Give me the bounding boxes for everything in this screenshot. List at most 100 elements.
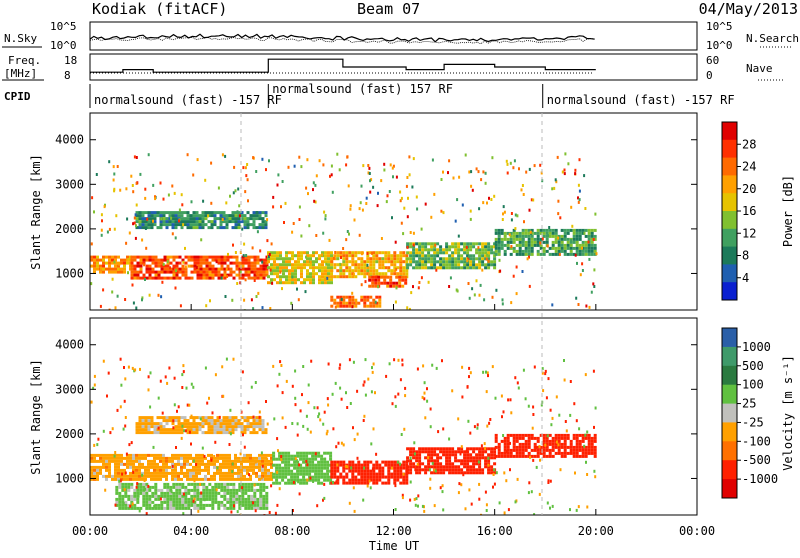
range-cell bbox=[264, 226, 268, 230]
colorbar-tick-label: -1000 bbox=[742, 472, 778, 486]
range-cell bbox=[252, 462, 255, 466]
range-cell bbox=[518, 246, 522, 250]
range-cell bbox=[460, 254, 464, 258]
range-cell bbox=[466, 462, 470, 466]
range-cell bbox=[569, 243, 573, 247]
range-cell bbox=[339, 269, 343, 273]
range-cell bbox=[219, 226, 223, 230]
range-cell bbox=[235, 500, 239, 504]
nsky-label: N.Sky bbox=[4, 32, 37, 45]
range-cell bbox=[294, 263, 297, 267]
range-cell bbox=[177, 422, 181, 426]
range-cell bbox=[371, 370, 374, 374]
range-cell bbox=[472, 468, 476, 472]
range-cell bbox=[318, 263, 321, 267]
range-cell bbox=[389, 275, 393, 279]
range-cell bbox=[454, 248, 458, 252]
range-cell bbox=[187, 506, 191, 510]
range-cell bbox=[196, 261, 200, 265]
range-cell bbox=[157, 276, 161, 280]
range-cell bbox=[141, 477, 144, 481]
range-cell bbox=[259, 276, 263, 280]
range-cell bbox=[239, 281, 242, 285]
range-cell bbox=[288, 275, 291, 279]
range-cell bbox=[486, 201, 488, 205]
range-cell bbox=[196, 276, 200, 280]
range-cell bbox=[577, 196, 579, 200]
range-cell bbox=[454, 468, 458, 472]
range-cell bbox=[311, 460, 315, 464]
range-cell bbox=[478, 453, 482, 457]
range-cell bbox=[100, 233, 103, 237]
range-cell bbox=[192, 456, 195, 460]
range-cell bbox=[192, 471, 195, 475]
range-cell bbox=[133, 155, 136, 159]
range-cell bbox=[553, 186, 556, 190]
range-cell bbox=[324, 266, 327, 270]
range-cell bbox=[132, 462, 135, 466]
range-cell bbox=[207, 416, 211, 420]
range-cell bbox=[387, 269, 391, 273]
range-cell bbox=[228, 416, 232, 420]
range-cell bbox=[551, 445, 555, 449]
range-cell bbox=[99, 471, 102, 475]
range-cell bbox=[256, 276, 260, 280]
range-cell bbox=[247, 500, 251, 504]
range-cell bbox=[409, 260, 413, 264]
range-cell bbox=[264, 456, 267, 460]
range-cell bbox=[243, 226, 247, 230]
range-cell bbox=[494, 249, 498, 253]
range-cell bbox=[539, 458, 541, 462]
range-cell bbox=[291, 251, 294, 255]
range-cell bbox=[372, 185, 375, 189]
range-cell bbox=[549, 479, 552, 483]
range-cell bbox=[136, 497, 140, 501]
range-cell bbox=[232, 482, 236, 486]
range-cell bbox=[478, 257, 482, 261]
range-cell bbox=[222, 459, 225, 463]
range-cell bbox=[237, 465, 240, 469]
range-cell bbox=[363, 414, 366, 418]
range-cell bbox=[102, 270, 105, 274]
range-cell bbox=[463, 456, 467, 460]
range-cell bbox=[424, 471, 428, 475]
range-cell bbox=[132, 456, 135, 460]
range-cell bbox=[253, 497, 257, 501]
range-cell bbox=[476, 426, 479, 430]
range-cell bbox=[253, 276, 257, 280]
range-cell bbox=[175, 255, 179, 259]
xtick-label: 16:00 bbox=[477, 524, 513, 538]
range-cell bbox=[99, 304, 102, 308]
range-cell bbox=[147, 375, 150, 379]
range-cell bbox=[186, 214, 190, 218]
range-cell bbox=[231, 217, 235, 221]
range-cell bbox=[351, 269, 355, 273]
range-cell bbox=[336, 304, 340, 308]
range-cell bbox=[130, 494, 134, 498]
range-cell bbox=[587, 433, 591, 437]
range-cell bbox=[181, 203, 184, 207]
range-cell bbox=[204, 214, 208, 218]
nsearch-label: N.Search bbox=[746, 32, 799, 45]
range-cell bbox=[284, 425, 287, 429]
range-cell bbox=[150, 211, 154, 215]
range-cell bbox=[287, 478, 291, 482]
range-cell bbox=[223, 491, 227, 495]
range-cell bbox=[105, 462, 108, 466]
range-cell bbox=[509, 433, 513, 437]
range-cell bbox=[99, 465, 102, 469]
range-cell bbox=[261, 422, 265, 426]
range-cell bbox=[216, 422, 220, 426]
range-cell bbox=[217, 258, 221, 262]
range-cell bbox=[365, 202, 368, 205]
range-cell bbox=[243, 445, 246, 449]
range-cell bbox=[253, 494, 257, 498]
range-cell bbox=[463, 450, 467, 454]
range-cell bbox=[213, 462, 216, 466]
range-cell bbox=[587, 445, 591, 449]
range-cell bbox=[415, 497, 418, 501]
range-cell bbox=[427, 280, 430, 284]
range-cell bbox=[381, 251, 385, 255]
range-cell bbox=[142, 273, 146, 277]
range-cell bbox=[174, 428, 178, 432]
